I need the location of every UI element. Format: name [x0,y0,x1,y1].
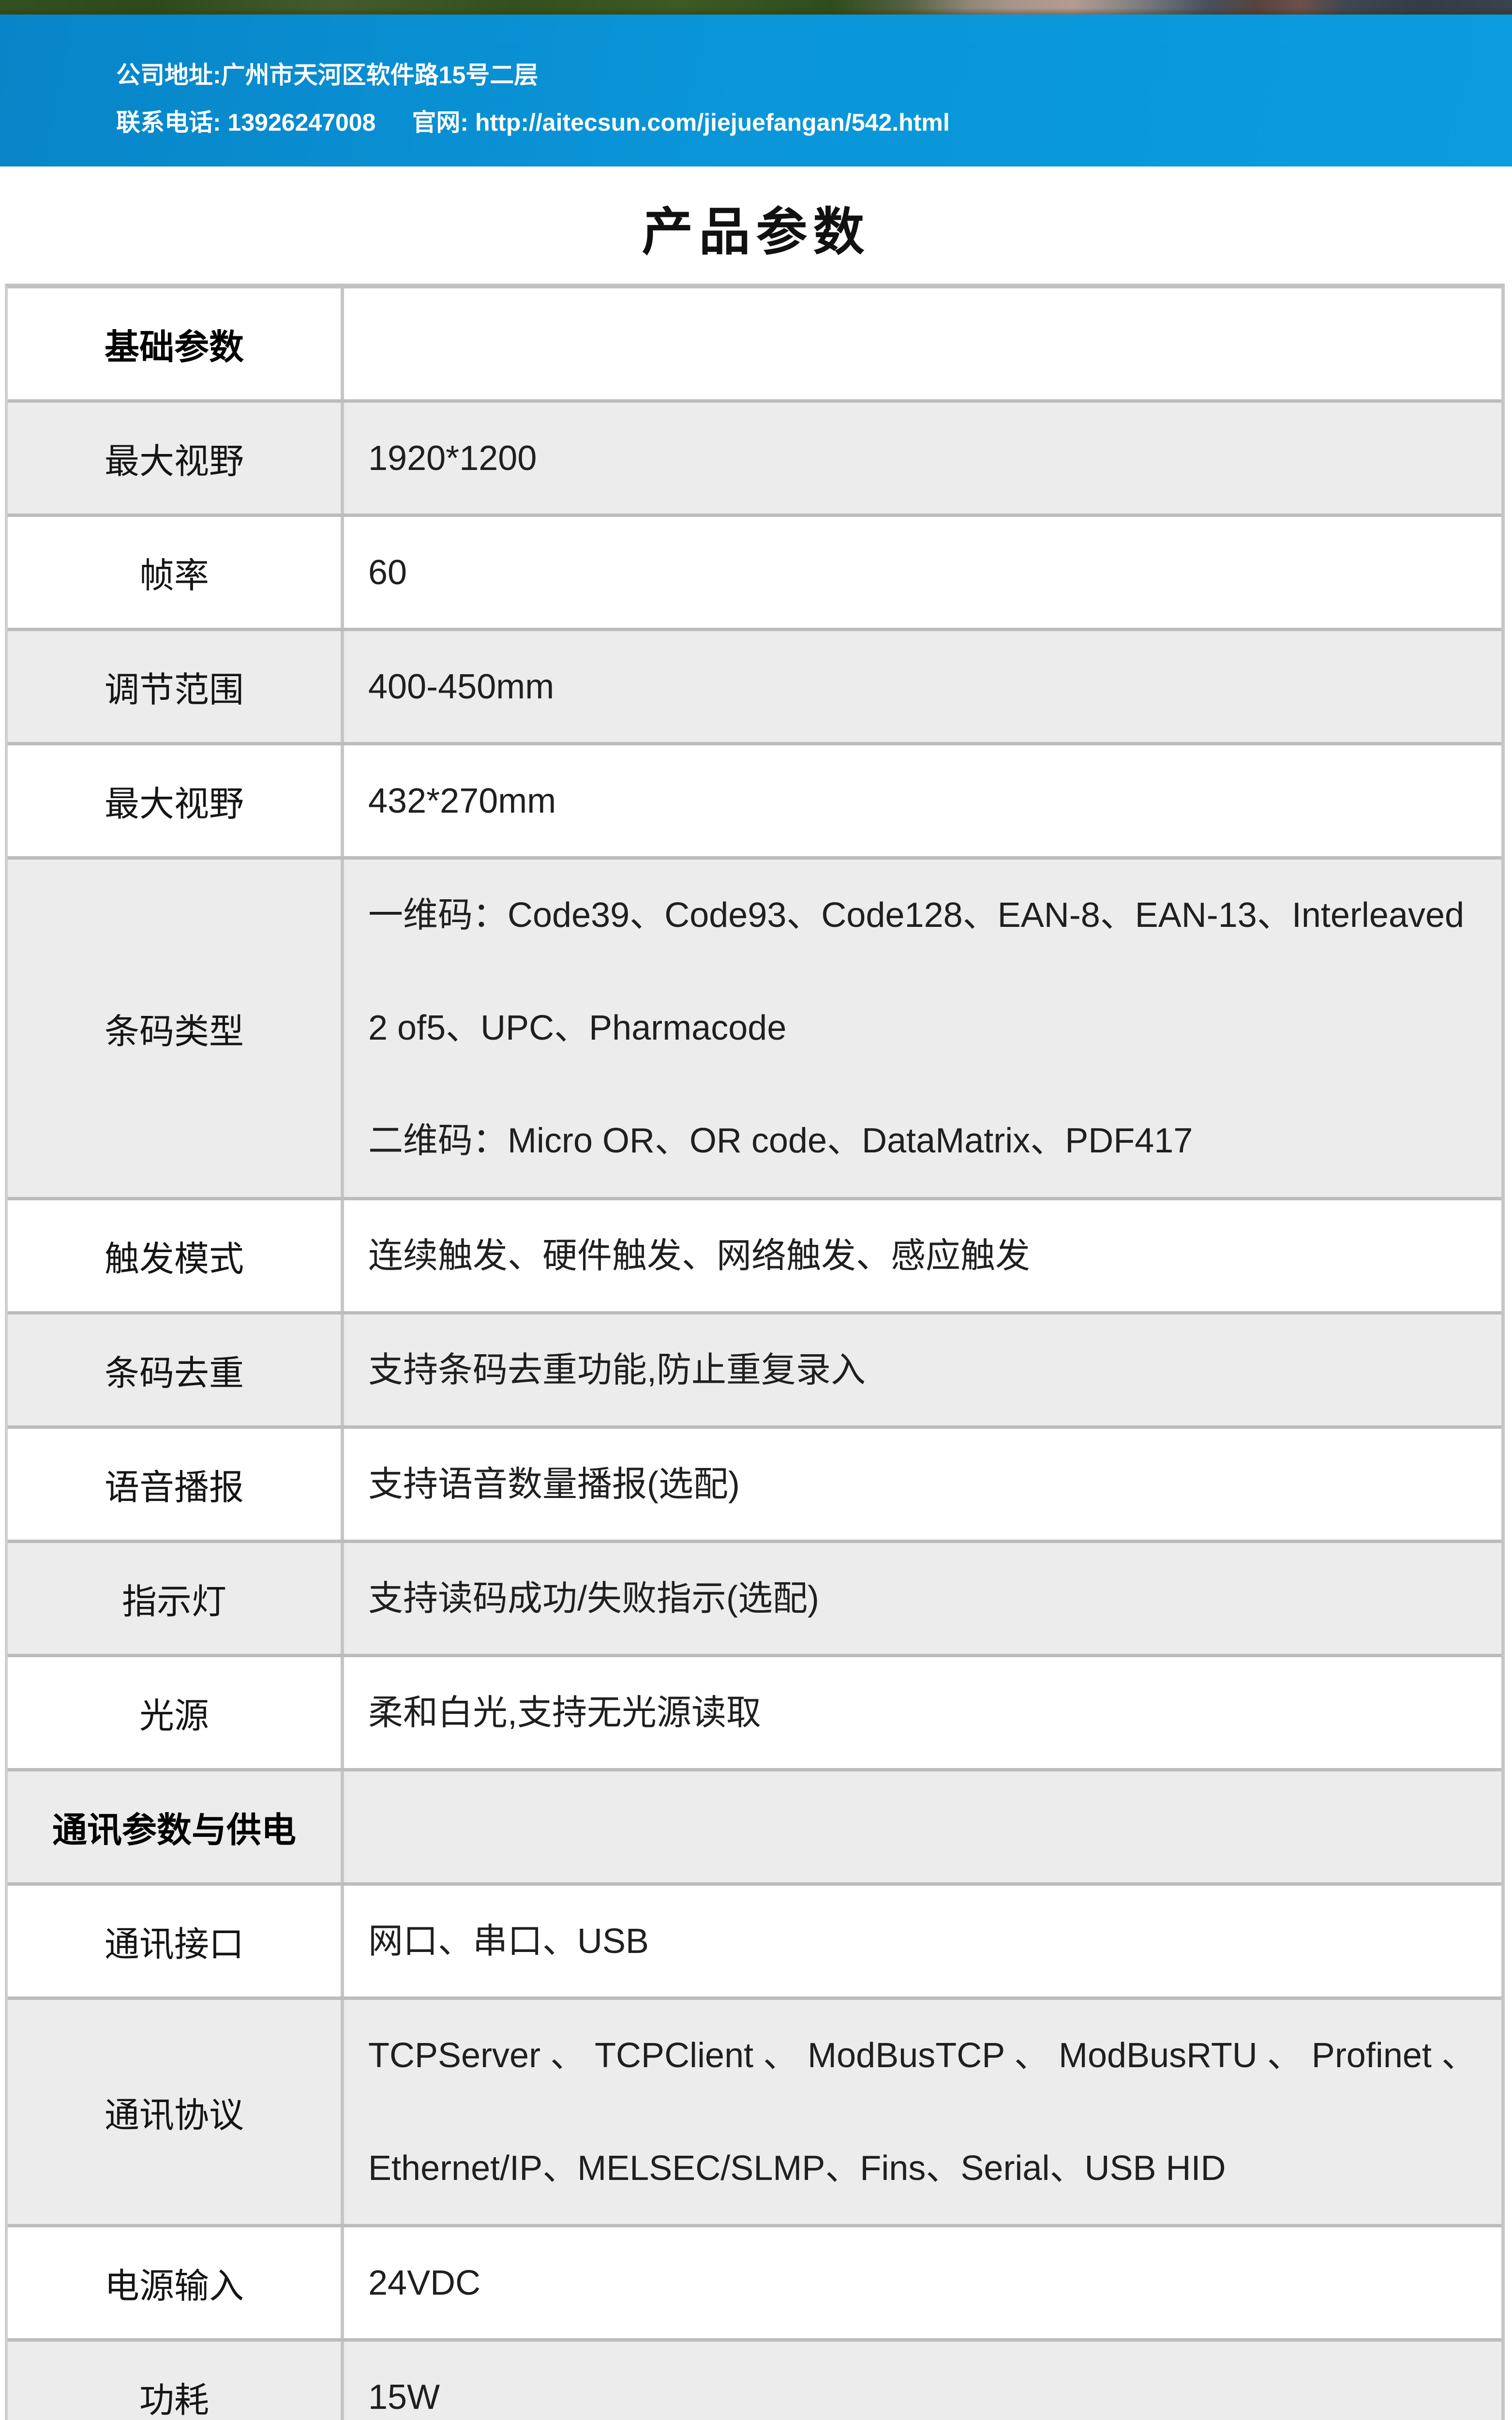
spec-value-line: 400-450mm [368,667,554,706]
page-title: 产品参数 [642,204,870,261]
spec-value: TCPServer 、 TCPClient 、 ModBusTCP 、 ModB… [344,2000,1501,2224]
spec-value: 支持条码去重功能,防止重复录入 [344,1315,1501,1425]
spec-label: 通讯接口 [8,1886,344,1996]
table-row: 功耗 15W [8,2342,1501,2420]
spec-label: 通讯参数与供电 [8,1771,344,1882]
company-address: 公司地址:广州市天河区软件路15号二层 [116,61,539,89]
table-row-protocols: 通讯协议 TCPServer 、 TCPClient 、 ModBusTCP 、… [8,2000,1501,2227]
table-row-barcode-types: 条码类型 一维码：Code39、Code93、Code128、EAN-8、EAN… [8,860,1501,1200]
table-row: 语音播报 支持语音数量播报(选配) [8,1429,1501,1543]
table-row-section-comm: 通讯参数与供电 [8,1771,1501,1886]
table-row-section-basic: 基础参数 [8,288,1501,403]
contact-line: 联系电话: 13926247008 官网: http://aitecsun.com… [116,108,1512,137]
spec-label: 光源 [8,1657,344,1768]
spec-value-line: 一维码：Code39、Code93、Code128、EAN-8、EAN-13、I… [368,896,1465,935]
spec-value-line: 网口、串口、USB [368,1921,649,1961]
contact-banner: 公司地址:广州市天河区软件路15号二层 联系电话: 13926247008 官网:… [0,15,1512,166]
spec-value-line: TCPServer 、 TCPClient 、 ModBusTCP 、 ModB… [368,2036,1476,2075]
spec-label: 调节范围 [8,631,344,742]
spec-value: 连续触发、硬件触发、网络触发、感应触发 [344,1200,1501,1311]
spec-value: 支持读码成功/失败指示(选配) [344,1543,1501,1654]
table-row: 帧率 60 [8,517,1501,631]
spec-value-line: 支持读码成功/失败指示(选配) [368,1579,819,1618]
spec-value: 1920*1200 [344,403,1501,514]
table-row: 最大视野 432*270mm [8,745,1501,860]
spec-value-line: 二维码：Micro OR、OR code、DataMatrix、PDF417 [368,1121,1193,1160]
spec-value: 24VDC [344,2227,1501,2338]
spec-value: 一维码：Code39、Code93、Code128、EAN-8、EAN-13、I… [344,860,1501,1197]
spec-value [344,1771,1501,1882]
product-spec-table: 基础参数 最大视野 1920*1200 帧率 60 调节范围 400-450mm… [5,284,1505,2420]
spec-label: 条码类型 [8,860,344,1197]
spec-value-line: 24VDC [368,2263,481,2302]
spec-value: 网口、串口、USB [344,1886,1501,1996]
spec-value-line: 60 [368,553,407,592]
table-row: 指示灯 支持读码成功/失败指示(选配) [8,1543,1501,1657]
spec-value: 15W [344,2342,1501,2420]
spec-label: 通讯协议 [8,2000,344,2224]
spec-label: 基础参数 [8,288,344,399]
table-row: 调节范围 400-450mm [8,631,1501,745]
spec-value [344,288,1501,399]
spec-label: 触发模式 [8,1200,344,1311]
spec-value: 支持语音数量播报(选配) [344,1429,1501,1540]
spec-label: 语音播报 [8,1429,344,1540]
spec-value-line: 支持条码去重功能,防止重复录入 [368,1350,866,1390]
spec-label: 最大视野 [8,403,344,514]
table-row: 最大视野 1920*1200 [8,403,1501,517]
spec-value: 柔和白光,支持无光源读取 [344,1657,1501,1768]
table-row: 电源输入 24VDC [8,2227,1501,2342]
spec-label: 帧率 [8,517,344,628]
website-url: 官网: http://aitecsun.com/jiejuefangan/542… [412,109,950,136]
spec-value-line: 15W [368,2377,440,2417]
spec-value-line: 柔和白光,支持无光源读取 [368,1693,762,1732]
spec-value-line: 432*270mm [368,781,556,820]
header-photo-strip [0,0,1512,15]
spec-label: 电源输入 [8,2227,344,2338]
spec-value-line: 连续触发、硬件触发、网络触发、感应触发 [368,1236,1031,1275]
spec-label: 指示灯 [8,1543,344,1654]
table-row: 触发模式 连续触发、硬件触发、网络触发、感应触发 [8,1200,1501,1315]
spec-value-line: Ethernet/IP、MELSEC/SLMP、Fins、Serial、USB … [368,2148,1226,2188]
table-row: 通讯接口 网口、串口、USB [8,1886,1501,2000]
table-row: 条码去重 支持条码去重功能,防止重复录入 [8,1315,1501,1429]
spec-value-line: 2 of5、UPC、Pharmacode [368,1009,787,1047]
spec-value-line: 1920*1200 [368,439,537,478]
spec-label: 最大视野 [8,745,344,856]
contact-phone: 联系电话: 13926247008 [116,109,376,136]
spec-value: 432*270mm [344,745,1501,856]
spec-label: 功耗 [8,2342,344,2420]
spec-value: 60 [344,517,1501,628]
spec-value-line: 支持语音数量播报(选配) [368,1465,740,1504]
spec-value: 400-450mm [344,631,1501,742]
spec-label: 条码去重 [8,1315,344,1425]
table-row: 光源 柔和白光,支持无光源读取 [8,1657,1501,1771]
